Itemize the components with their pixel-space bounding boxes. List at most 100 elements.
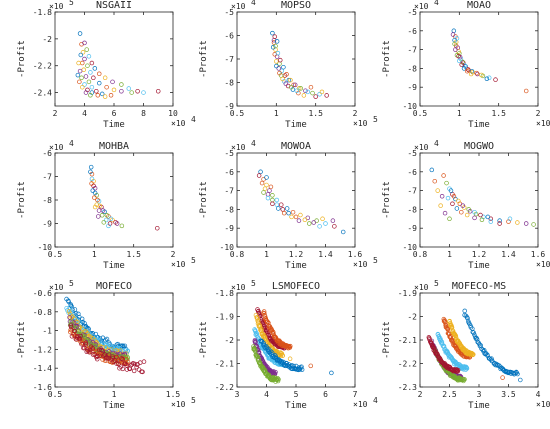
data-point [479,72,484,78]
data-point [301,93,307,98]
data-point [90,331,95,336]
panel-title: LSMOFECO [272,281,320,292]
data-point [298,212,303,218]
data-point [99,91,105,97]
data-point [102,75,108,81]
data-point [482,351,487,356]
data-point [465,315,470,321]
data-point [472,215,477,221]
plot-frame [54,292,174,388]
data-point [453,47,458,52]
data-point [287,344,292,350]
data-point [518,377,523,383]
x-exponent-label: ×10 [536,119,550,128]
data-point [106,352,112,357]
data-point [82,82,87,87]
data-point [474,70,479,76]
data-point [100,348,106,354]
data-point [69,334,75,339]
data-point [72,328,78,334]
y-tick-label: -2 [42,35,52,44]
data-point [77,336,83,342]
data-point [82,345,87,351]
panel-title: MOGWO [464,141,494,152]
data-point [288,77,293,83]
data-point [299,364,304,369]
data-point [94,88,99,94]
data-point [447,216,452,222]
data-point [273,369,278,375]
x-tick-label: 1.6 [348,250,363,259]
x-exponent-power: 5 [191,396,196,405]
y-tick-label: -10 [403,243,418,252]
y-tick-label: -8 [42,196,52,205]
data-point [303,88,308,93]
data-point [83,74,89,79]
x-tick-label: 4 [264,390,269,399]
data-point [279,68,285,73]
data-point [452,41,457,47]
data-point [450,32,456,37]
y-tick-label: -10 [403,102,418,111]
data-point [270,201,275,207]
data-point [67,315,72,320]
data-point [101,220,107,225]
data-point [277,70,282,76]
data-point [114,354,119,360]
data-point [431,345,436,351]
y-tick-label: -6 [407,27,417,36]
data-point [283,81,289,86]
data-point [284,72,289,77]
data-point [255,316,260,321]
y-tick-label: -9 [407,224,417,233]
data-point [498,366,503,372]
data-point [274,39,280,44]
data-point [279,351,285,356]
data-point [464,68,470,74]
y-exponent-label: ×10 [231,143,246,152]
y-exponent-label: ×10 [231,283,246,292]
data-point [479,217,485,222]
data-point [270,44,276,50]
data-point [89,60,95,66]
data-point [104,336,110,342]
data-point [265,195,271,201]
data-point [87,350,92,355]
data-point [110,79,115,85]
y-exponent-label: ×10 [49,143,64,152]
data-point [483,351,489,356]
x-tick-label: 1.5 [491,109,506,118]
data-point [258,169,263,175]
data-point [262,314,268,319]
plot-points [450,28,529,94]
data-point [290,209,296,215]
data-point [280,76,285,82]
data-point [88,164,94,170]
data-point [86,79,92,85]
chart-panel-7: MOFECO×10 5×10 50.5 1 1.5-0.6-0.8-1-1.2-1.4-… [17,279,196,411]
data-point [296,86,302,91]
data-point [88,70,93,75]
data-point [299,367,305,372]
data-point [462,63,468,68]
y-exponent-power: 5 [69,279,74,288]
data-point [114,355,120,361]
data-point [478,343,484,348]
chart-panel-9: MOFECO-MS×105×10422.533.54-1.9-2-2.1-2.2… [382,279,550,411]
x-exponent-label: ×10 [353,119,368,128]
y-axis-label: -Profit [382,321,392,359]
data-point [126,86,131,91]
data-point [456,49,461,54]
y-axis-label: -Profit [17,40,27,78]
data-point [68,303,74,308]
data-point [268,349,274,354]
data-point [280,207,285,212]
x-exponent-label: ×10 [353,400,368,409]
panel-title: NSGAII [96,0,132,11]
data-point [462,308,467,314]
data-point [91,75,96,81]
data-point [85,63,90,68]
y-axis-label: -Profit [199,321,209,359]
data-point [262,311,267,316]
x-axis-label: Time [103,401,125,411]
